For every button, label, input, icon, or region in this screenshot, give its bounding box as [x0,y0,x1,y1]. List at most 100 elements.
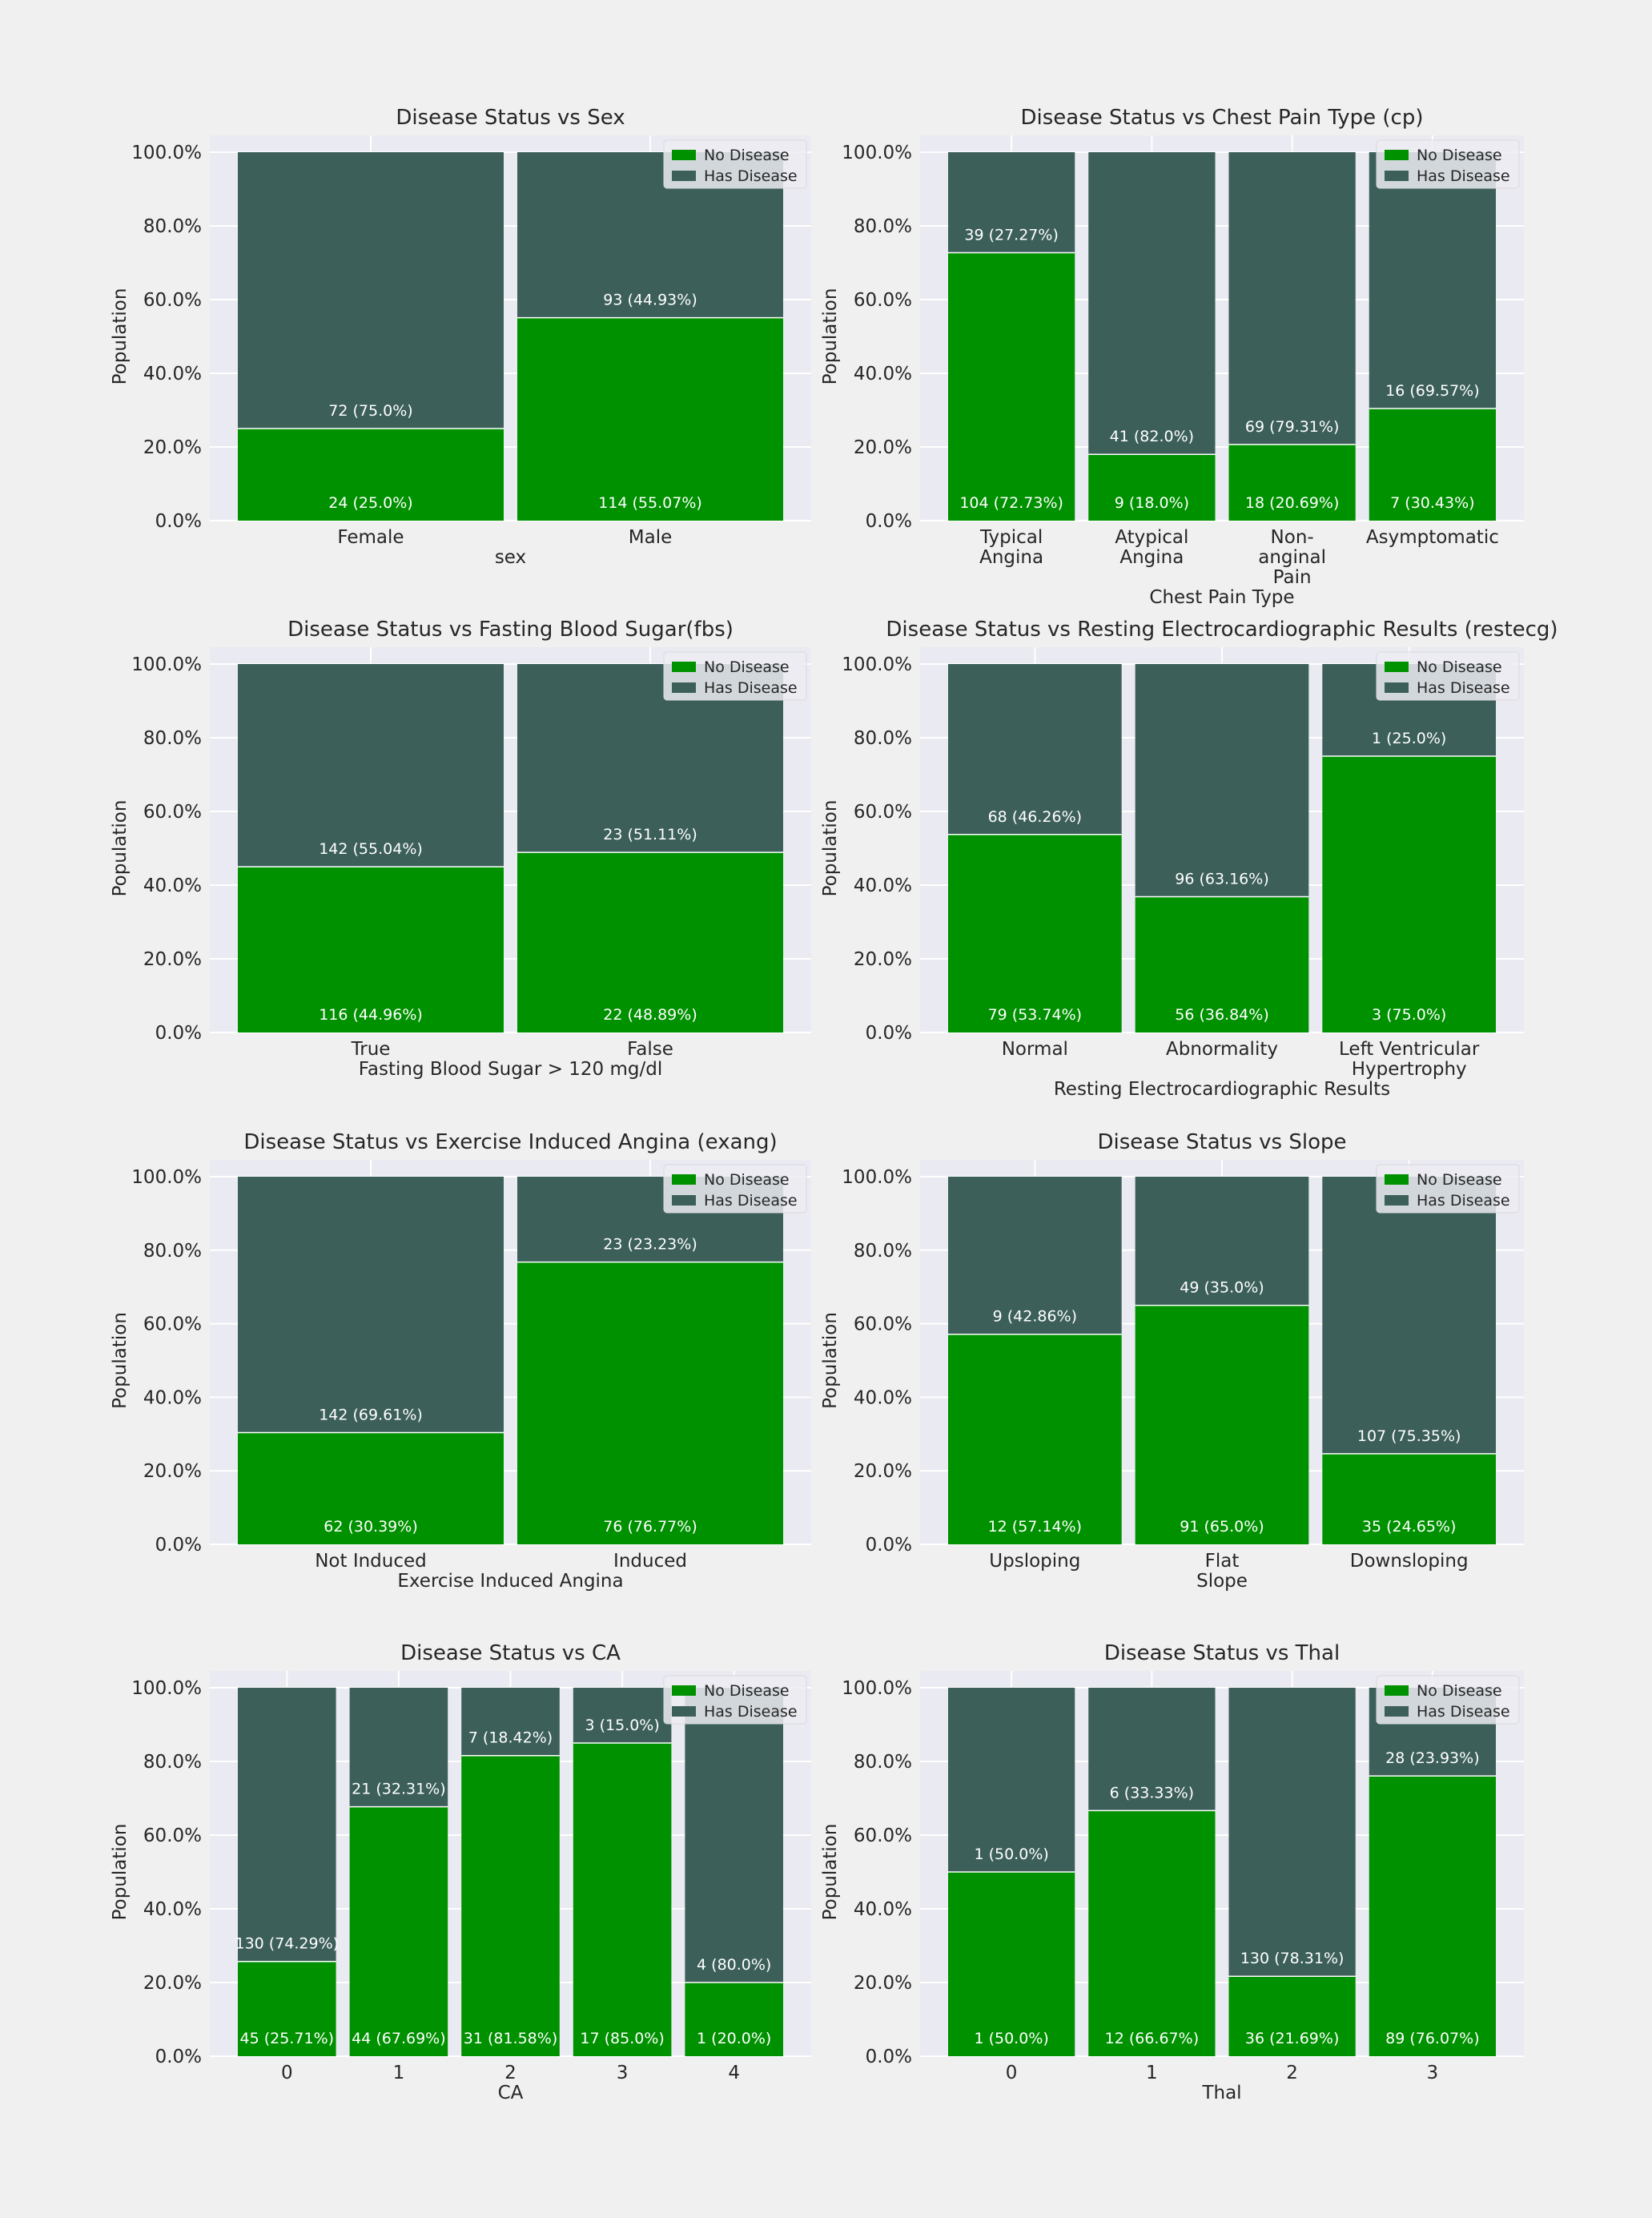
y-tick-label: 20.0% [143,437,202,458]
legend-swatch [672,150,696,160]
data-label-has-disease: 9 (42.86%) [993,1308,1077,1326]
x-tick-label: 3 [617,2063,629,2083]
y-axis-label: Population [110,288,131,385]
data-label-has-disease: 93 (44.93%) [603,292,697,309]
bar-no-disease [238,429,504,521]
y-tick-label: 0.0% [155,511,202,532]
y-tick-label: 80.0% [854,216,912,237]
y-tick-label: 100.0% [131,1167,202,1188]
data-label-has-disease: 107 (75.35%) [1357,1427,1461,1445]
y-tick-label: 40.0% [143,1387,202,1408]
x-axis-label: Resting Electrocardiographic Results [1054,1079,1390,1100]
data-label-no-disease: 116 (44.96%) [319,1006,423,1024]
subplot-title: Disease Status vs Resting Electrocardiog… [886,618,1558,642]
x-tick-label: 2 [1286,2063,1298,2083]
data-label-has-disease: 3 (15.0%) [585,1717,659,1734]
y-tick-label: 60.0% [143,1314,202,1335]
bar-has-disease [461,1688,560,1756]
x-axis-label: sex [495,547,526,568]
legend-box [663,1164,807,1214]
subplot-4: 0.0% 20.0% 40.0% 60.0% 80.0% 100.0% 79 (53.74%… [820,618,1558,1100]
y-tick-label: 20.0% [854,1973,912,1994]
legend-entry-label: Has Disease [704,167,798,185]
data-label-has-disease: 142 (69.61%) [319,1407,423,1424]
data-label-has-disease: 49 (35.0%) [1180,1279,1264,1297]
data-label-no-disease: 18 (20.69%) [1245,494,1340,512]
x-tick-label: Typical Angina [979,527,1043,568]
subplot-title: Disease Status vs Chest Pain Type (cp) [1021,106,1424,130]
bar-no-disease [1322,1453,1496,1544]
data-label-no-disease: 7 (30.43%) [1390,494,1474,512]
data-label-no-disease: 44 (67.69%) [352,2030,446,2047]
data-label-has-disease: 4 (80.0%) [697,1956,771,1974]
legend-swatch [1385,171,1409,181]
y-tick-label: 100.0% [131,654,202,675]
y-tick-label: 0.0% [155,1535,202,1556]
y-tick-label: 40.0% [854,1387,912,1408]
legend: No Disease Has Disease [1376,1164,1520,1214]
data-label-has-disease: 23 (23.23%) [603,1236,697,1254]
legend-swatch [672,1706,696,1717]
x-tick-label: Male [629,527,672,548]
data-label-has-disease: 96 (63.16%) [1175,871,1269,888]
x-tick-label: Induced [613,1551,687,1572]
data-label-no-disease: 76 (76.77%) [603,1518,697,1536]
legend-entry-label: No Disease [1417,1682,1502,1700]
bar-no-disease [517,1262,783,1544]
y-tick-label: 60.0% [854,290,912,311]
bar-has-disease [238,1177,504,1433]
data-label-no-disease: 62 (30.39%) [324,1518,418,1536]
legend-swatch [1385,662,1409,672]
bar-no-disease [517,852,783,1033]
data-label-has-disease: 7 (18.42%) [468,1729,553,1747]
bar-no-disease [685,1983,783,2056]
x-tick-label: True [351,1039,391,1060]
data-label-has-disease: 1 (25.0%) [1372,730,1446,747]
legend: No Disease Has Disease [663,1164,807,1214]
bar-no-disease [948,252,1075,521]
y-tick-label: 40.0% [143,364,202,384]
legend-swatch [672,1685,696,1696]
x-tick-label: Normal [1002,1039,1068,1060]
y-tick-label: 0.0% [155,2047,202,2067]
legend-box [1376,139,1520,189]
bar-has-disease [238,664,504,867]
y-tick-label: 40.0% [143,876,202,896]
y-axis-label: Population [820,288,841,385]
y-tick-label: 40.0% [854,1899,912,1920]
x-tick-label: Female [337,527,404,548]
y-axis-label: Population [110,800,131,897]
y-axis-label: Population [820,800,841,897]
data-label-has-disease: 28 (23.93%) [1385,1749,1480,1767]
y-axis-label: Population [110,1312,131,1409]
y-tick-label: 60.0% [854,1826,912,1846]
legend-swatch [672,662,696,672]
y-tick-label: 80.0% [854,728,912,749]
y-tick-label: 80.0% [854,1241,912,1262]
bar-has-disease [1322,1177,1496,1454]
data-label-no-disease: 91 (65.0%) [1180,1518,1264,1536]
legend-entry-label: No Disease [704,147,790,164]
legend: No Disease Has Disease [1376,139,1520,189]
subplot-title: Disease Status vs Slope [1098,1130,1347,1154]
data-label-has-disease: 6 (33.33%) [1110,1784,1194,1801]
data-label-no-disease: 9 (18.0%) [1115,494,1189,512]
y-tick-label: 20.0% [854,949,912,970]
data-label-has-disease: 142 (55.04%) [319,840,423,858]
y-tick-label: 0.0% [866,1023,912,1044]
data-label-no-disease: 89 (76.07%) [1385,2030,1480,2047]
y-tick-label: 100.0% [842,1678,912,1699]
bar-has-disease [1135,664,1309,897]
bar-has-disease [1228,152,1356,445]
bar-has-disease [1135,1177,1309,1306]
data-label-no-disease: 22 (48.89%) [603,1006,697,1024]
x-tick-label: Flat [1205,1551,1240,1572]
y-tick-label: 60.0% [854,1314,912,1335]
legend-swatch [1385,150,1409,160]
x-axis-label: Chest Pain Type [1149,587,1294,608]
data-label-has-disease: 72 (75.0%) [328,402,412,420]
subplot-title: Disease Status vs Exercise Induced Angin… [243,1130,777,1154]
y-tick-label: 60.0% [143,290,202,311]
legend-entry-label: Has Disease [1417,679,1510,697]
legend: No Disease Has Disease [663,139,807,189]
